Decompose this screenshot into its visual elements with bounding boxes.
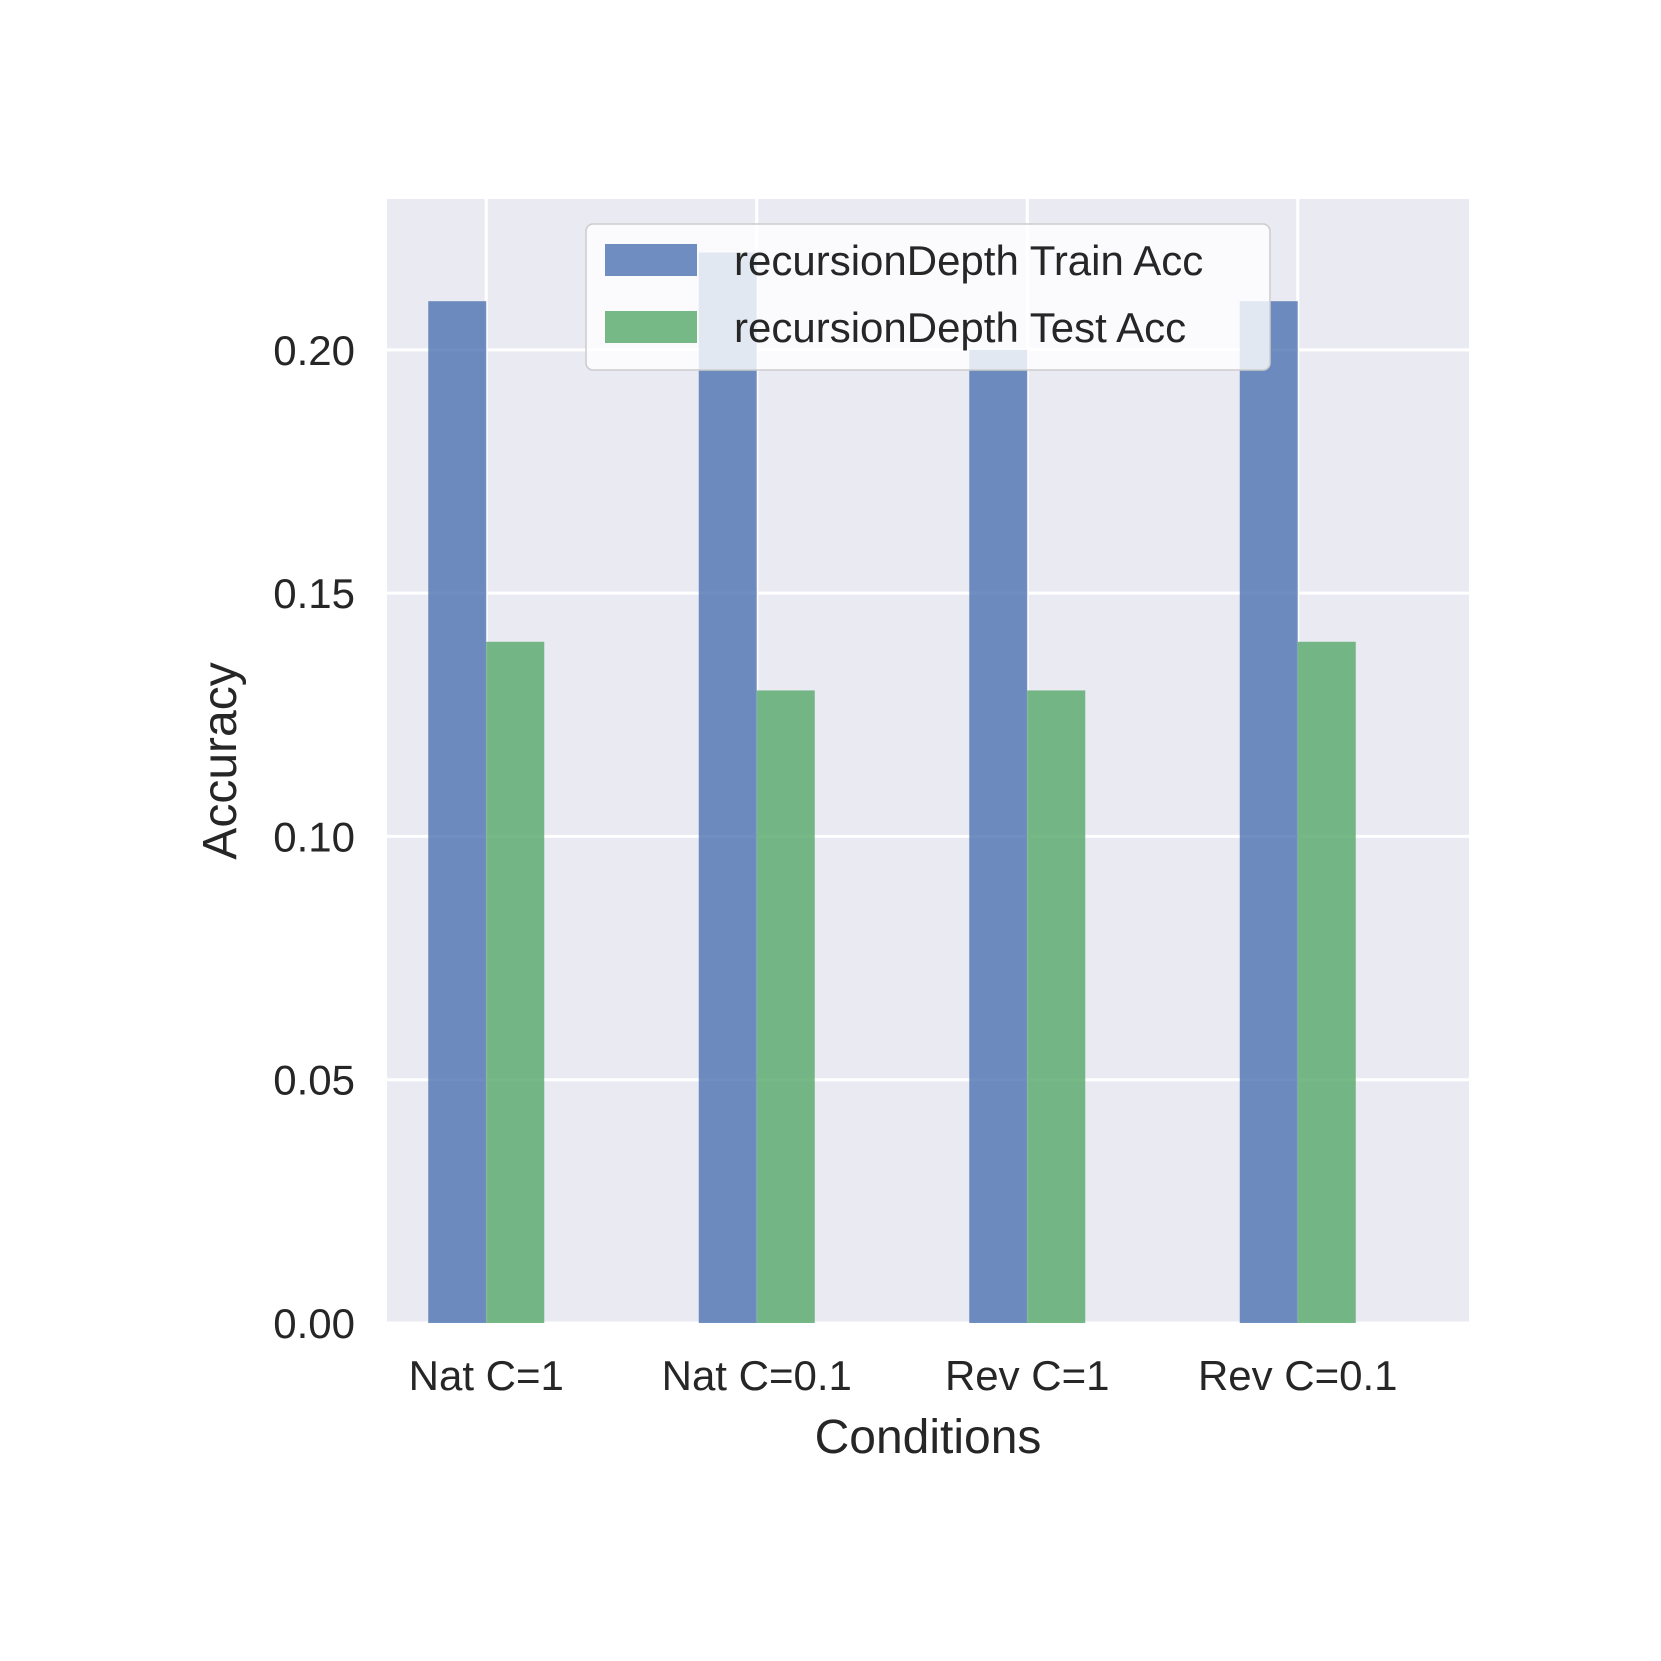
legend-swatch [605,244,697,276]
y-tick-label: 0.00 [273,1300,355,1347]
x-tick-label: Rev C=1 [945,1352,1110,1399]
y-tick-label: 0.15 [273,570,355,617]
bar-train [428,301,487,1323]
bar-test [486,641,545,1323]
y-tick-label: 0.05 [273,1057,355,1104]
bar-test [756,690,815,1323]
x-axis-label: Conditions [815,1411,1042,1464]
x-tick-label: Rev C=0.1 [1198,1352,1398,1399]
y-tick-label: 0.20 [273,327,355,374]
legend-swatch [605,311,697,343]
bars [428,252,1356,1323]
bar-train [698,252,757,1323]
x-axis: Nat C=1 Nat C=0.1 Rev C=1 Rev C=0.1 [409,1352,1398,1399]
bar-train [969,349,1028,1323]
y-axis-label: Accuracy [194,662,247,859]
legend-label: recursionDepth Train Acc [734,237,1203,284]
y-axis: 0.00 0.05 0.10 0.15 0.20 [273,327,355,1347]
legend-label: recursionDepth Test Acc [734,304,1186,351]
bar-train [1239,301,1298,1323]
legend-box [585,223,1271,371]
x-tick-label: Nat C=1 [409,1352,564,1399]
bar-test [1297,641,1356,1323]
bar-test [1027,690,1086,1323]
y-tick-label: 0.10 [273,813,355,860]
x-tick-label: Nat C=0.1 [662,1352,852,1399]
legend: recursionDepth Train Acc recursionDepth T… [585,223,1271,371]
